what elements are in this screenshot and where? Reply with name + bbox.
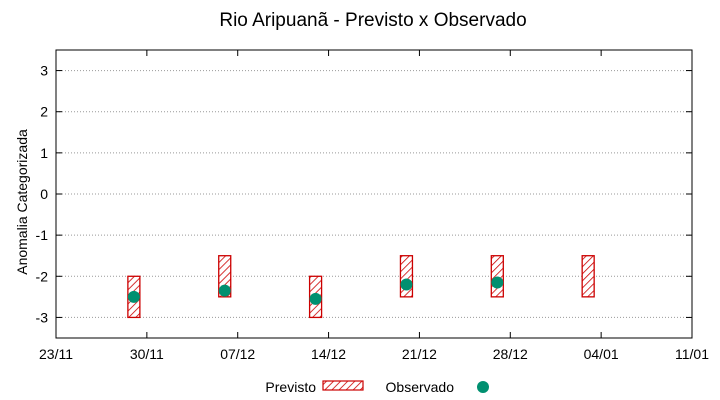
forecast-range-bar — [581, 255, 595, 298]
observed-point — [218, 284, 231, 297]
y-tick-label: 1 — [40, 145, 48, 161]
legend-swatch-previsto — [322, 380, 364, 391]
forecast-range-bar — [490, 255, 504, 298]
y-tick-label: 0 — [40, 186, 48, 202]
legend-marker-observado — [477, 381, 489, 393]
forecast-bars — [127, 255, 595, 319]
chart-title: Rio Aripuanã - Previsto x Observado — [219, 10, 526, 31]
legend-label-observado: Observado — [386, 379, 455, 395]
y-tick-label: -1 — [36, 227, 49, 243]
x-tick-label: 23/11 — [39, 346, 73, 362]
y-tick-label: 2 — [40, 104, 48, 120]
x-tick-label: 30/11 — [130, 346, 164, 362]
x-tick-label: 21/12 — [402, 346, 437, 362]
observed-point — [491, 276, 504, 289]
observed-point — [309, 292, 322, 305]
x-tick-label: 07/12 — [220, 346, 255, 362]
legend: Previsto Observado — [265, 379, 489, 395]
observed-point — [127, 290, 140, 303]
grid-lines — [56, 70, 692, 318]
y-axis-label: Anomalia Categorizada — [14, 129, 30, 275]
x-tick-label: 14/12 — [311, 346, 346, 362]
legend-label-previsto: Previsto — [265, 379, 316, 395]
x-axis: 23/11 30/11 07/12 14/12 21/12 28/12 04/01 11/01 — [39, 50, 709, 362]
observed-points — [127, 276, 504, 305]
forecast-range-bar — [399, 255, 414, 298]
y-tick-label: -2 — [36, 268, 49, 284]
x-tick-label: 28/12 — [493, 346, 528, 362]
y-tick-label: 3 — [40, 63, 48, 79]
y-tick-label: -3 — [36, 309, 49, 325]
x-tick-label: 04/01 — [584, 346, 619, 362]
plot-frame — [55, 49, 693, 339]
x-tick-label: 11/01 — [675, 346, 709, 362]
y-axis: -3 -2 -1 0 1 2 3 — [36, 63, 692, 325]
observed-point — [400, 278, 413, 291]
